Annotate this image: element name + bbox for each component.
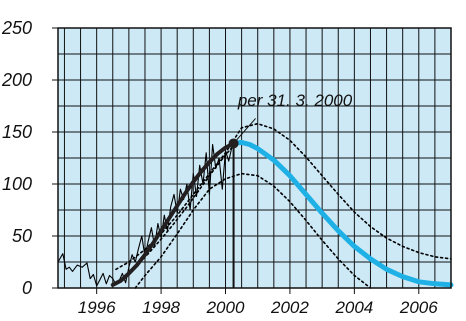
series-layer xyxy=(57,122,454,289)
y-tick-label: 150 xyxy=(2,122,32,142)
x-tick-label: 2002 xyxy=(270,298,309,317)
x-axis-ticks: 1996 1998 2000 2002 2004 2006 xyxy=(78,288,438,317)
x-tick-label: 1998 xyxy=(142,298,180,317)
series-dotted-lower xyxy=(134,172,372,289)
series-bold-black xyxy=(110,141,236,287)
series-bold-blue xyxy=(231,139,454,288)
series-dotted-upper xyxy=(115,122,452,271)
y-axis-ticks: 0 50 100 150 200 250 xyxy=(1,18,58,298)
y-tick-label: 200 xyxy=(1,70,32,90)
grid xyxy=(58,28,451,288)
x-tick-label: 2004 xyxy=(334,298,373,317)
y-tick-label: 50 xyxy=(12,226,32,246)
x-tick-label: 2000 xyxy=(206,298,245,317)
y-tick-label: 0 xyxy=(22,278,32,298)
x-tick-label: 1996 xyxy=(78,298,116,317)
series-thin-black xyxy=(57,143,233,287)
annotation-label: per 31. 3. 2000 xyxy=(237,91,353,110)
plot-frame xyxy=(57,27,452,289)
annotation-leader-line xyxy=(233,118,256,144)
annotation-marker xyxy=(228,138,239,149)
y-tick-label: 100 xyxy=(2,174,32,194)
y-tick-label: 250 xyxy=(1,18,32,38)
x-tick-label: 2006 xyxy=(399,298,438,317)
